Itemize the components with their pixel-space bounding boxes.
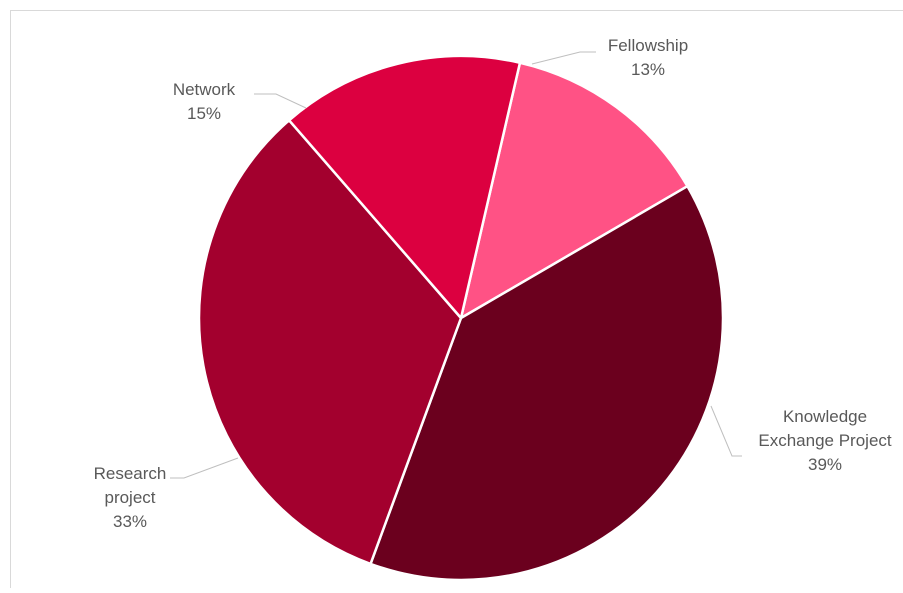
data-label-category: Network [173,80,236,99]
data-label-percent: 13% [631,60,665,79]
pie-slices [199,56,723,580]
data-label-category: Research [94,464,167,483]
data-label-category: Exchange Project [758,431,892,450]
data-label-category: project [104,488,155,507]
data-label-percent: 15% [187,104,221,123]
data-label-category: Knowledge [783,407,867,426]
data-label-percent: 39% [808,455,842,474]
data-label-category: Fellowship [608,36,688,55]
data-label-percent: 33% [113,512,147,531]
